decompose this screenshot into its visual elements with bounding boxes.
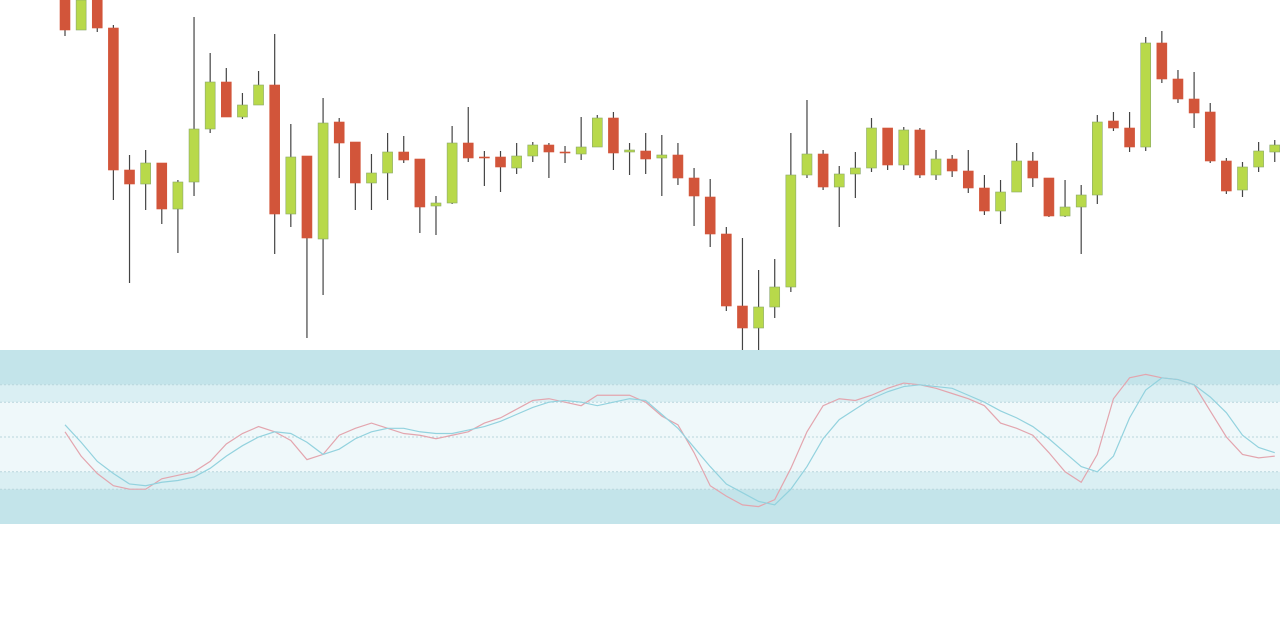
candle-body: [1237, 166, 1248, 191]
candle-body: [914, 129, 926, 176]
candle-body: [382, 151, 393, 174]
candle-body: [785, 174, 797, 288]
candle-body: [430, 202, 442, 207]
oscillator-line: [64, 373, 1275, 508]
candle-body: [688, 177, 700, 197]
candle-body: [817, 153, 829, 188]
band: [0, 471, 1280, 490]
candle-body: [1221, 160, 1232, 192]
oscillator-line: [64, 377, 1275, 506]
candle-body: [543, 144, 555, 153]
candle-body: [446, 142, 458, 204]
candle-body: [479, 156, 490, 159]
candle-body: [946, 158, 958, 172]
candle-body: [511, 155, 522, 169]
candle-body: [575, 146, 587, 155]
candle-body: [269, 84, 280, 215]
candle-body: [591, 117, 603, 148]
candle-body: [91, 0, 103, 29]
candle-body: [1188, 98, 1200, 114]
band: [0, 489, 1280, 524]
candle-body: [156, 162, 168, 210]
candle-body: [769, 286, 781, 308]
candle-body: [753, 306, 764, 329]
candle-body: [140, 162, 151, 185]
candle-body: [882, 127, 893, 166]
candle-body: [366, 172, 377, 184]
candle-body: [1269, 144, 1280, 153]
candle-body: [1124, 127, 1135, 148]
candle-body: [1027, 160, 1039, 179]
candle-body: [75, 0, 87, 31]
candle-body: [962, 170, 974, 189]
candle-body: [1092, 121, 1103, 196]
candle-body: [930, 158, 942, 176]
candle-body: [204, 81, 216, 130]
candle-body: [172, 181, 184, 210]
candle-body: [624, 149, 635, 153]
candle-body: [1204, 111, 1216, 162]
candle-body: [1059, 206, 1071, 217]
candle-body: [108, 27, 119, 171]
candle-body: [333, 121, 345, 144]
candle-body: [59, 0, 71, 31]
candle-body: [1075, 194, 1087, 208]
candle-body: [317, 122, 329, 240]
candle-body: [221, 81, 232, 118]
candle-body: [414, 158, 426, 208]
candle-body: [350, 141, 361, 184]
candle-body: [301, 155, 313, 239]
candle-body: [995, 191, 1006, 212]
candle-body: [833, 173, 845, 188]
candle-body: [640, 150, 651, 160]
candle-body: [1140, 42, 1152, 148]
candle-body: [1108, 120, 1119, 129]
candle-body: [737, 305, 748, 329]
candle-body: [1043, 177, 1055, 217]
band: [0, 384, 1280, 403]
candle-body: [253, 84, 264, 106]
candle-body: [608, 117, 619, 154]
candle-body: [672, 154, 684, 179]
candle-body: [866, 127, 877, 169]
candle-body: [979, 187, 990, 212]
candle-body: [1011, 160, 1022, 193]
candle-body: [801, 153, 813, 176]
candle-body: [495, 156, 506, 168]
band: [0, 350, 1280, 385]
candle-body: [237, 104, 248, 118]
candle-body: [462, 142, 474, 159]
candle-body: [285, 156, 297, 215]
candle-body: [398, 151, 410, 161]
candle-body: [721, 233, 732, 307]
candle-body: [1172, 78, 1184, 100]
candle-body: [1156, 42, 1168, 80]
candle-body: [124, 169, 135, 185]
candle-body: [656, 154, 668, 159]
candle-body: [704, 196, 716, 235]
candle-body: [1253, 150, 1264, 168]
candle-body: [850, 167, 861, 175]
candle-body: [559, 151, 571, 154]
candle-body: [188, 128, 200, 183]
candle-body: [527, 144, 539, 157]
candle-body: [898, 129, 910, 166]
